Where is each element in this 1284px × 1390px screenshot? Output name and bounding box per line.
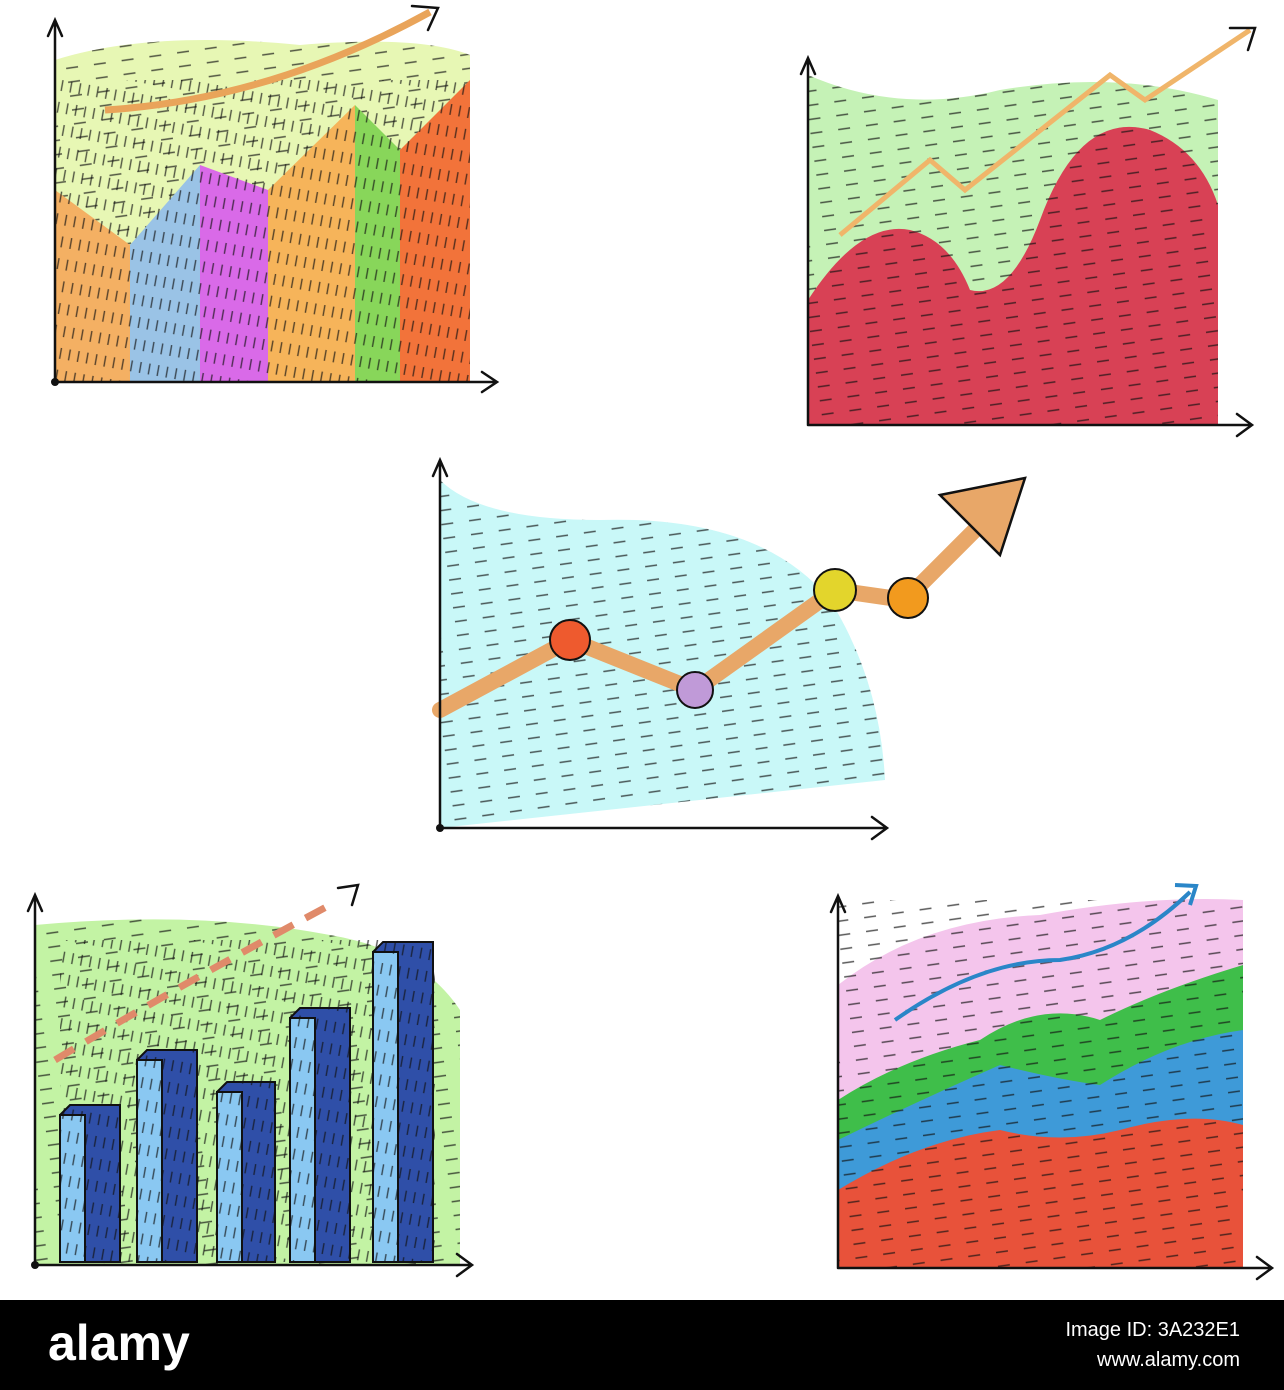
sketch-stacked-area — [829, 883, 1275, 1281]
arrow-head — [410, 4, 440, 32]
point — [813, 568, 857, 612]
footer-bar — [0, 1300, 1284, 1390]
trend-line — [893, 890, 1192, 1022]
sketch-bar-chart-1 — [46, 4, 500, 394]
hatching — [838, 900, 1243, 1268]
origin — [51, 378, 59, 386]
arrow-head — [1228, 26, 1257, 52]
url: www.alamy.com — [1096, 1349, 1240, 1371]
trend-line — [838, 27, 1252, 237]
hatching — [60, 940, 435, 1262]
origin — [436, 824, 444, 832]
hatching — [440, 480, 885, 828]
axes — [829, 892, 1275, 1281]
origin — [31, 1261, 39, 1269]
arrow-head — [937, 476, 1027, 558]
sketch-bar-chart-2 — [26, 883, 475, 1278]
axes — [799, 54, 1255, 438]
trend-line — [53, 901, 332, 1064]
hatching — [808, 75, 1218, 425]
axes — [431, 456, 890, 841]
trend-arrow — [104, 8, 432, 114]
point — [676, 671, 714, 709]
point — [549, 619, 591, 661]
arrow-head — [336, 883, 360, 907]
point — [887, 577, 929, 619]
axes — [26, 891, 475, 1278]
sketch-area-chart — [799, 26, 1257, 438]
hatching — [55, 80, 470, 382]
brand: alamy — [48, 1315, 190, 1371]
image-id: Image ID: 3A232E1 — [1065, 1319, 1240, 1341]
sketch-line-chart — [431, 456, 1027, 841]
arrow-head — [1174, 883, 1199, 906]
axes — [46, 16, 500, 394]
